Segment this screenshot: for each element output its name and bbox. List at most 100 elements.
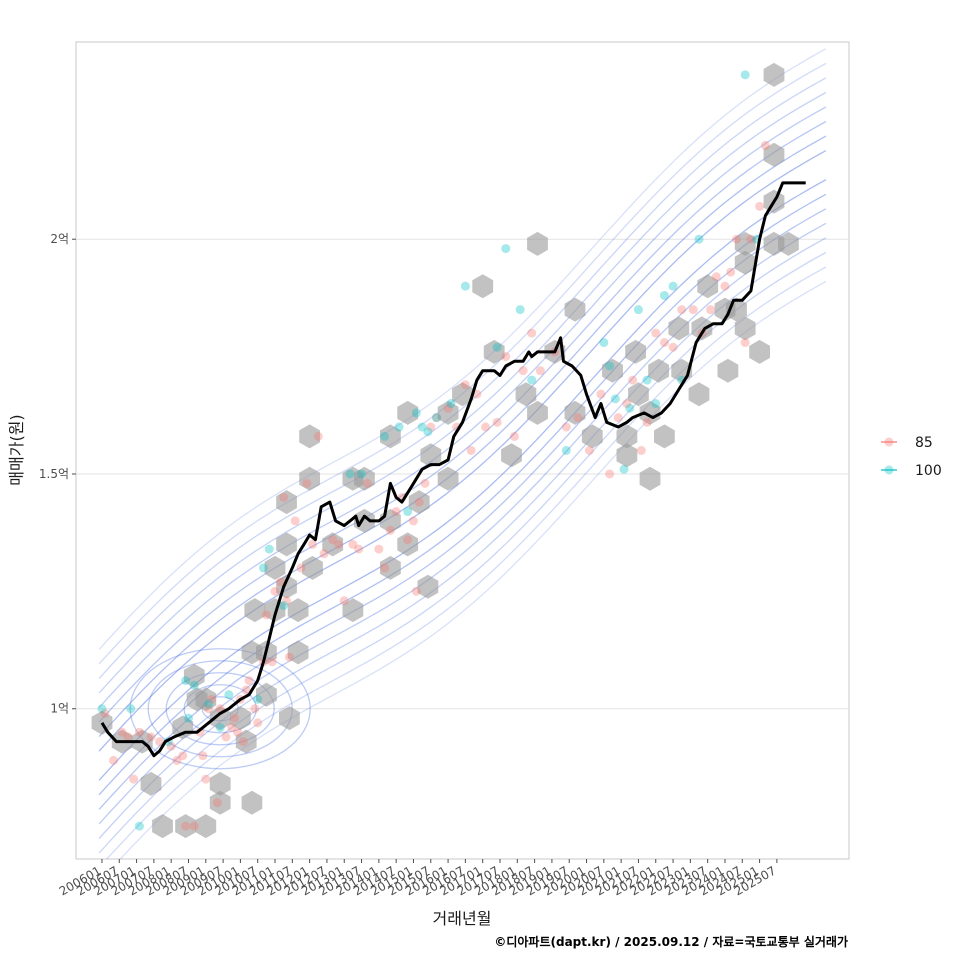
hexbin-cell [342, 598, 364, 623]
point-85 [319, 549, 329, 559]
point-85 [460, 380, 470, 390]
hexbin-cell [256, 682, 277, 707]
point-85 [443, 403, 453, 413]
point-85 [732, 234, 742, 244]
point-85 [129, 774, 139, 784]
hexbin-cell [697, 274, 719, 299]
hexbin-cell [302, 555, 323, 580]
point-100 [432, 413, 442, 423]
point-85 [501, 352, 511, 362]
hexbin-cell [175, 814, 196, 839]
point-85 [374, 544, 384, 554]
hexbin-cell [763, 62, 785, 87]
point-100 [633, 305, 643, 315]
point-85 [241, 685, 251, 695]
hexbin-cell [299, 424, 320, 449]
point-85 [261, 610, 271, 620]
hexbin-cell [452, 382, 473, 407]
hexbin-cell [322, 532, 344, 557]
hexbin-cell [616, 424, 638, 449]
point-85 [411, 586, 421, 596]
legend-item-100: 100 [881, 463, 942, 479]
hexbin-layer [91, 62, 799, 839]
density-contour-line [105, 266, 827, 859]
hexbin-cell [287, 640, 309, 665]
point-85 [535, 366, 545, 376]
point-85 [221, 732, 231, 742]
point-85 [123, 732, 133, 742]
hexbin-cell [639, 400, 661, 425]
point-85 [270, 586, 280, 596]
legend-item-85: 85 [881, 435, 933, 451]
hexbin-cell [668, 316, 690, 341]
hexbin-cell [734, 316, 756, 341]
source-caption: ©디아파트(dapt.kr) / 2025.09.12 / 자료=국토교통부 실… [494, 935, 848, 949]
hexbin-cell [397, 532, 419, 557]
point-85 [561, 422, 571, 432]
point-100 [460, 281, 470, 291]
point-85 [584, 446, 594, 455]
point-85 [279, 492, 289, 502]
point-85 [403, 535, 413, 545]
point-85 [282, 596, 292, 606]
hexbin-cell [472, 274, 494, 299]
point-85 [391, 507, 401, 517]
density-contour-line [98, 179, 827, 781]
density-contour-ring [165, 672, 275, 746]
density-contour-ring [129, 648, 311, 770]
point-85 [313, 431, 323, 441]
hexbin-cell [628, 382, 649, 407]
point-85 [166, 741, 176, 751]
density-contour-line [98, 77, 827, 679]
hexbin-cell [515, 382, 537, 407]
point-85 [651, 328, 661, 338]
hexbin-cell [140, 771, 162, 796]
density-contour-line [98, 150, 827, 752]
hexbin-cell [437, 466, 459, 491]
y-axis-title: 매매가(원) [7, 414, 26, 485]
y-tick-label: 1.5억 [39, 467, 69, 481]
point-85 [466, 446, 476, 455]
hexbin-cell [354, 466, 375, 491]
point-85 [755, 201, 765, 211]
point-85 [108, 755, 118, 765]
point-85 [408, 516, 418, 526]
hexbin-cell [408, 490, 430, 515]
point-85 [339, 596, 349, 606]
point-85 [308, 539, 318, 549]
point-100 [642, 375, 652, 385]
point-100 [659, 291, 669, 301]
hexbin-cell [287, 598, 309, 623]
point-85 [233, 727, 243, 737]
point-85 [420, 478, 430, 488]
point-100 [403, 507, 413, 517]
x-tick-labels: 2006012006072007012007072008012008072009… [57, 859, 778, 899]
point-85 [636, 446, 646, 455]
hexbin-cell [235, 729, 257, 754]
point-100 [619, 464, 629, 474]
hexbin-cell [241, 790, 263, 815]
point-100 [417, 422, 427, 432]
hexbin-cell [763, 142, 785, 167]
moving-average-line [100, 181, 806, 758]
hexbin-cell [625, 339, 646, 364]
point-85 [181, 821, 191, 831]
hexbin-cell [195, 687, 217, 712]
point-85 [677, 305, 687, 315]
point-85 [688, 305, 698, 315]
point-85 [746, 234, 756, 244]
point-85 [250, 704, 260, 714]
hexbin-cell [564, 400, 586, 425]
hexbin-cell [417, 574, 439, 599]
hexbin-cell [581, 424, 603, 449]
point-100 [740, 70, 750, 80]
point-100 [605, 361, 615, 371]
hexbin-cell [564, 297, 586, 322]
point-85 [328, 535, 338, 545]
legend-label-100: 100 [915, 463, 942, 479]
point-85 [596, 389, 606, 399]
point-85 [659, 338, 669, 348]
hexbin-cell [397, 400, 419, 425]
hexbin-cell [183, 663, 205, 688]
point-85 [100, 708, 110, 718]
